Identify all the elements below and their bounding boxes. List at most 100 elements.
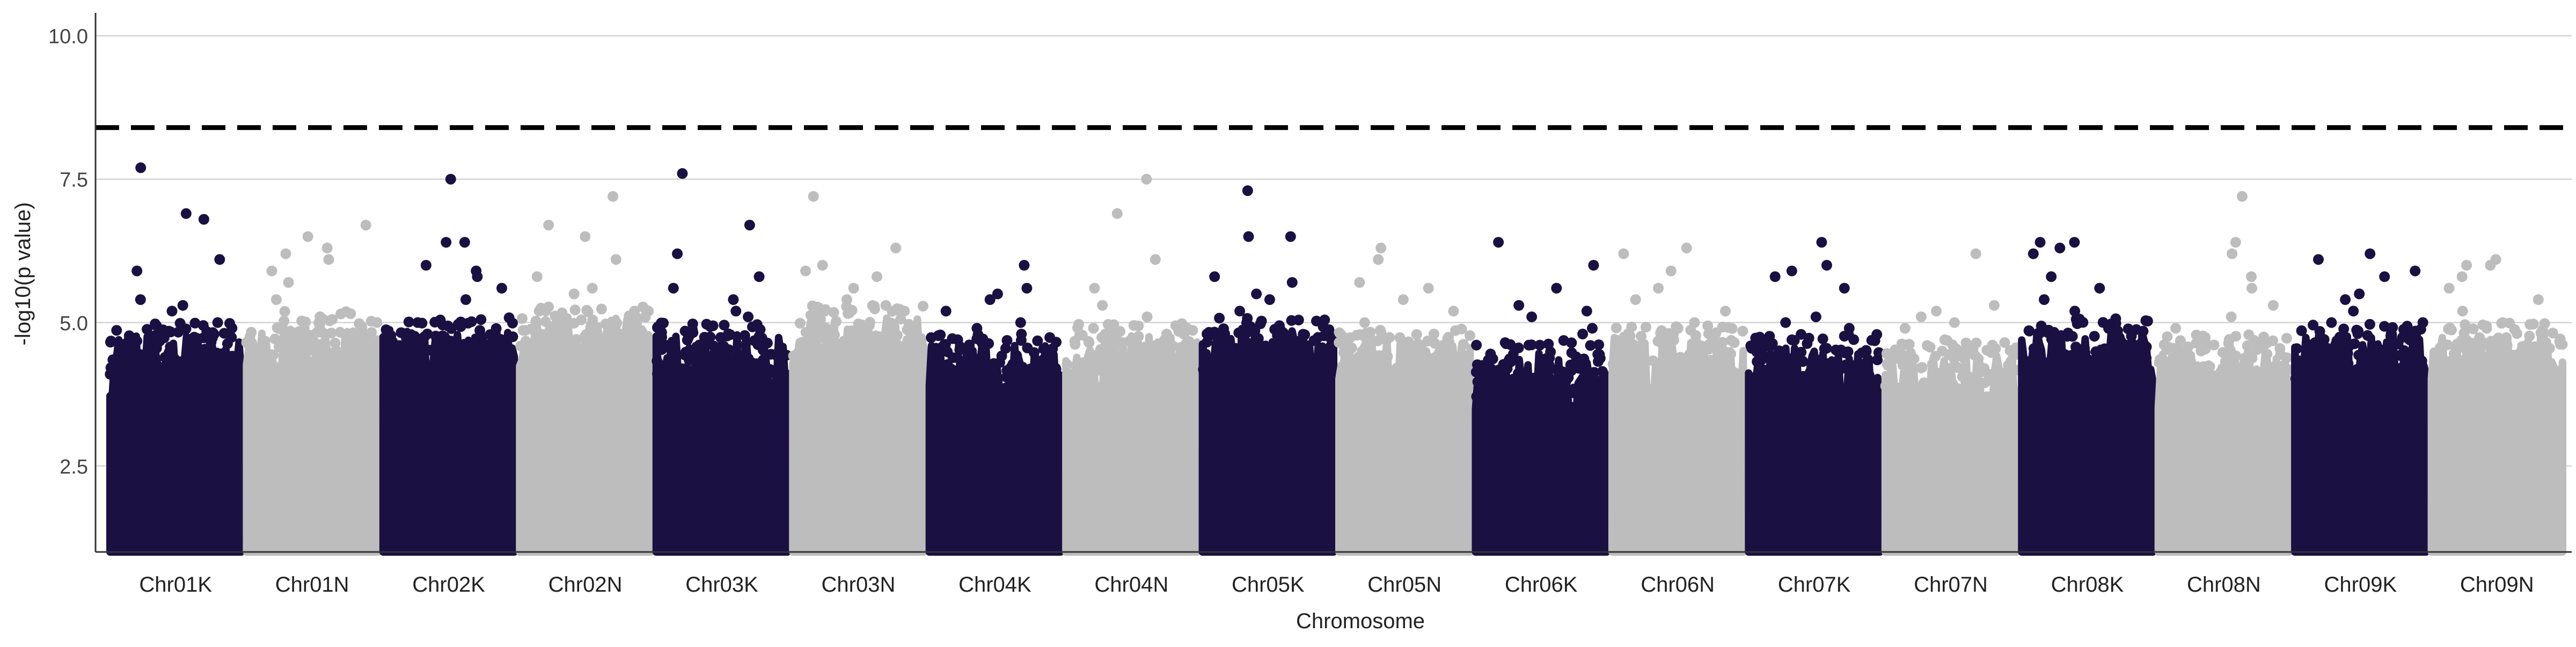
data-point	[358, 362, 369, 373]
data-point	[2417, 372, 2428, 383]
data-point-peak	[135, 162, 147, 173]
data-point	[2191, 338, 2202, 349]
data-point	[1819, 343, 1830, 354]
data-point-peak	[1243, 231, 1254, 242]
data-point	[892, 330, 903, 341]
data-point	[1788, 357, 1799, 368]
data-point	[1761, 374, 1773, 386]
data-point	[1619, 363, 1630, 374]
data-point	[1355, 374, 1366, 385]
data-point	[1115, 339, 1126, 350]
data-point	[1919, 377, 1930, 388]
data-point	[2315, 370, 2326, 382]
data-point-peak	[283, 277, 294, 288]
data-point	[1569, 383, 1580, 395]
data-point	[352, 347, 363, 359]
data-point-peak	[2028, 248, 2039, 259]
data-point	[284, 336, 296, 347]
data-point	[2217, 347, 2228, 358]
data-point	[2331, 335, 2343, 346]
data-point-peak	[543, 220, 554, 231]
data-point	[587, 314, 598, 325]
data-point	[1458, 339, 1469, 350]
data-point	[1979, 363, 1990, 374]
data-point-peak	[2354, 288, 2365, 300]
data-point	[2123, 323, 2134, 335]
data-point	[1861, 346, 1872, 357]
data-point	[165, 326, 176, 338]
data-point	[1443, 332, 1454, 343]
data-point	[2003, 382, 2014, 394]
data-point	[624, 310, 635, 322]
data-point	[1999, 337, 2010, 348]
data-point	[2555, 339, 2566, 350]
data-point	[340, 306, 352, 317]
data-point	[2299, 367, 2310, 378]
data-point	[1512, 391, 1523, 402]
data-point-peak	[1285, 231, 1296, 242]
data-point-peak	[135, 294, 146, 305]
data-point-peak	[1373, 254, 1384, 265]
data-point	[2314, 326, 2325, 337]
data-point	[1326, 340, 1336, 352]
data-point	[1971, 337, 1982, 348]
data-point-peak	[1630, 294, 1641, 305]
chromosome-points-Chr06N	[1607, 242, 1748, 556]
data-point	[853, 318, 864, 330]
data-point	[792, 347, 803, 359]
data-point	[550, 357, 561, 368]
data-point-peak	[166, 306, 178, 317]
data-point-peak	[1513, 300, 1525, 311]
data-point	[1796, 329, 1806, 340]
data-point-peak	[1816, 237, 1827, 248]
data-point	[2090, 346, 2102, 357]
data-point	[885, 317, 897, 329]
data-point	[550, 310, 561, 322]
data-point-peak	[1354, 277, 1365, 288]
data-point	[1403, 336, 1414, 347]
data-point	[739, 330, 750, 341]
data-point	[1797, 355, 1809, 367]
data-point-peak	[800, 265, 811, 277]
data-point	[1771, 369, 1782, 381]
data-point	[1119, 351, 1130, 362]
data-point	[1618, 353, 1629, 364]
data-point	[1719, 371, 1730, 382]
data-point	[813, 343, 824, 354]
data-point	[1456, 365, 1467, 376]
data-point	[401, 348, 412, 360]
data-point	[2460, 319, 2471, 330]
data-point	[268, 350, 279, 360]
data-point	[1170, 320, 1181, 331]
data-point	[749, 363, 760, 374]
data-point	[371, 317, 383, 328]
data-point	[1707, 333, 1718, 344]
data-point-peak	[1551, 282, 1562, 294]
data-point	[2410, 342, 2421, 353]
data-point	[1208, 363, 1218, 374]
data-point	[2471, 370, 2483, 381]
data-point	[445, 336, 457, 347]
data-point	[1015, 335, 1027, 346]
data-point	[809, 306, 820, 317]
data-point	[477, 336, 488, 347]
x-tick-label: Chr09K	[2324, 573, 2397, 597]
data-point	[2023, 368, 2034, 380]
data-point	[517, 313, 528, 324]
data-point	[1216, 360, 1227, 372]
data-point-peak	[2046, 271, 2057, 282]
data-point	[1422, 336, 1433, 347]
data-point	[2338, 323, 2350, 335]
data-point-peak	[2267, 300, 2279, 311]
data-point	[1648, 355, 1659, 366]
data-point	[1607, 359, 1619, 370]
data-point	[275, 323, 287, 333]
data-point-peak	[1019, 260, 1030, 271]
data-point	[1324, 330, 1335, 341]
data-point	[1714, 343, 1725, 354]
data-point	[1395, 367, 1406, 378]
chromosome-points-Chr01N	[241, 220, 383, 556]
data-point	[756, 332, 767, 344]
data-point	[520, 350, 531, 361]
data-point-peak	[460, 294, 471, 305]
